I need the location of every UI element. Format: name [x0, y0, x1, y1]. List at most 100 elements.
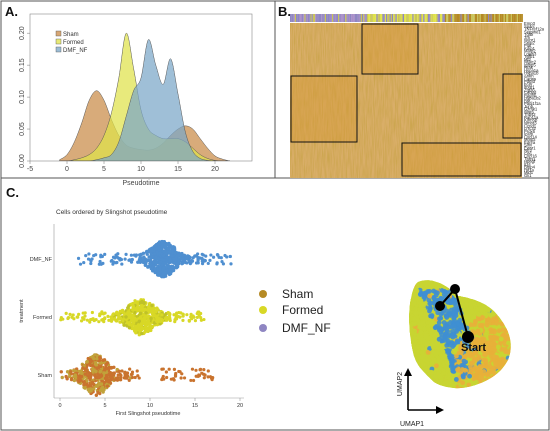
- gene-label: Mmp2: [524, 137, 536, 142]
- gene-label: Hspa1a: [524, 68, 539, 73]
- swarm-point-dmf: [200, 262, 205, 266]
- swarm-point-dmf: [166, 247, 170, 251]
- annotation-cell: [377, 14, 379, 22]
- annotation-cell: [440, 14, 442, 22]
- umap-cell: [425, 280, 431, 286]
- gene-label: Tgfb1: [524, 54, 535, 59]
- swarm-point-dmf: [219, 256, 223, 260]
- swarm-point-formed: [197, 310, 201, 314]
- annotation-cell: [467, 14, 469, 22]
- swarm-point-formed: [133, 324, 137, 329]
- annotation-cell: [401, 14, 403, 22]
- swarm-point-formed: [71, 313, 75, 317]
- umap-cell: [451, 311, 457, 317]
- swarm-point-sham: [77, 379, 81, 384]
- gene-label: Nmbr3: [524, 120, 537, 125]
- swarm-point-formed: [128, 313, 132, 317]
- gene-label: Wnt6: [524, 109, 534, 114]
- heatmap-block: [401, 142, 522, 177]
- swarm-point-sham: [177, 369, 181, 374]
- swarm-point-formed: [133, 311, 137, 315]
- umap-cell: [431, 288, 437, 294]
- swarm-point-formed: [155, 315, 159, 319]
- swarm-point-dmf: [200, 256, 204, 261]
- swarm-point-sham: [120, 369, 124, 373]
- annotation-cell: [398, 14, 400, 22]
- annotation-cell: [345, 14, 347, 22]
- swarm-point-sham: [127, 378, 131, 383]
- density-y-tick-label: 0.00: [19, 154, 26, 168]
- umap-cell: [425, 289, 431, 294]
- umap-cell: [481, 363, 487, 369]
- umap-cell: [431, 349, 437, 355]
- gene-label: Mafb2: [524, 49, 536, 54]
- swarm-point-dmf: [194, 253, 199, 258]
- annotation-cell: [520, 14, 522, 22]
- gene-label: Crkl: [524, 151, 532, 156]
- umap-cell: [475, 311, 481, 317]
- annotation-cell: [381, 14, 383, 22]
- umap-cell: [475, 339, 481, 345]
- swarm-point-formed: [97, 320, 101, 324]
- swarm-point-sham: [130, 370, 135, 374]
- swarm-point-dmf: [89, 261, 93, 266]
- swarm-point-sham: [137, 376, 141, 380]
- umap-cell: [481, 347, 487, 353]
- annotation-cell: [500, 14, 502, 22]
- gene-label: Ankh: [524, 74, 534, 79]
- umap-cell: [491, 354, 497, 359]
- swarm-point-sham: [135, 369, 139, 373]
- swarm-point-formed: [94, 317, 98, 322]
- heatmap-block: [502, 73, 523, 139]
- annotation-cell: [449, 14, 451, 22]
- swarm-point-sham: [93, 362, 98, 366]
- swarm-point-dmf: [76, 256, 81, 260]
- umap-cell: [409, 318, 412, 324]
- swarm-point-formed: [138, 311, 143, 316]
- swarm-point-formed: [127, 326, 132, 330]
- swarm-point-dmf: [97, 262, 101, 266]
- annotation-cell: [461, 14, 463, 22]
- annotation-cell: [512, 14, 514, 22]
- annotation-cell: [446, 14, 448, 22]
- annotation-cell: [491, 14, 493, 22]
- swarm-point-formed: [124, 315, 128, 319]
- umap-cell: [483, 332, 489, 337]
- umap-cell: [488, 312, 494, 318]
- swarm-point-dmf: [172, 261, 176, 265]
- swarm-point-formed: [146, 315, 151, 319]
- umap-cell: [492, 334, 498, 340]
- umap-cell: [479, 372, 485, 378]
- swarm-point-formed: [189, 312, 193, 316]
- umap-cell: [440, 349, 446, 355]
- umap-cell: [498, 336, 504, 342]
- annotation-cell: [302, 14, 304, 22]
- annotation-cell: [494, 14, 496, 22]
- swarm-point-formed: [173, 320, 177, 324]
- umap-cell: [413, 294, 419, 300]
- trajectory-node-2: [450, 284, 460, 294]
- annotation-cell: [477, 14, 479, 22]
- umap-cell: [454, 353, 459, 359]
- umap-cell: [482, 306, 488, 312]
- umap-cell: [441, 320, 447, 325]
- umap-cell: [429, 338, 435, 343]
- annotation-cell: [369, 14, 371, 22]
- umap-cell: [473, 379, 479, 385]
- swarm-point-dmf: [151, 245, 156, 250]
- annotation-cell: [402, 14, 405, 22]
- umap-cell: [476, 366, 482, 372]
- annotation-cell: [448, 14, 450, 22]
- swarm-point-formed: [140, 326, 145, 331]
- swarm-point-dmf: [161, 271, 166, 275]
- swarm-point-sham: [77, 376, 81, 380]
- density-x-tick-label: 0: [65, 166, 69, 173]
- annotation-cell: [478, 14, 480, 22]
- legend-label-formed: Formed: [63, 40, 84, 46]
- annotation-cell: [432, 14, 435, 22]
- gene-label: Snai2: [524, 40, 535, 45]
- umap-cell: [465, 343, 471, 349]
- annotation-cell: [516, 14, 519, 22]
- swarm-point-formed: [90, 310, 94, 315]
